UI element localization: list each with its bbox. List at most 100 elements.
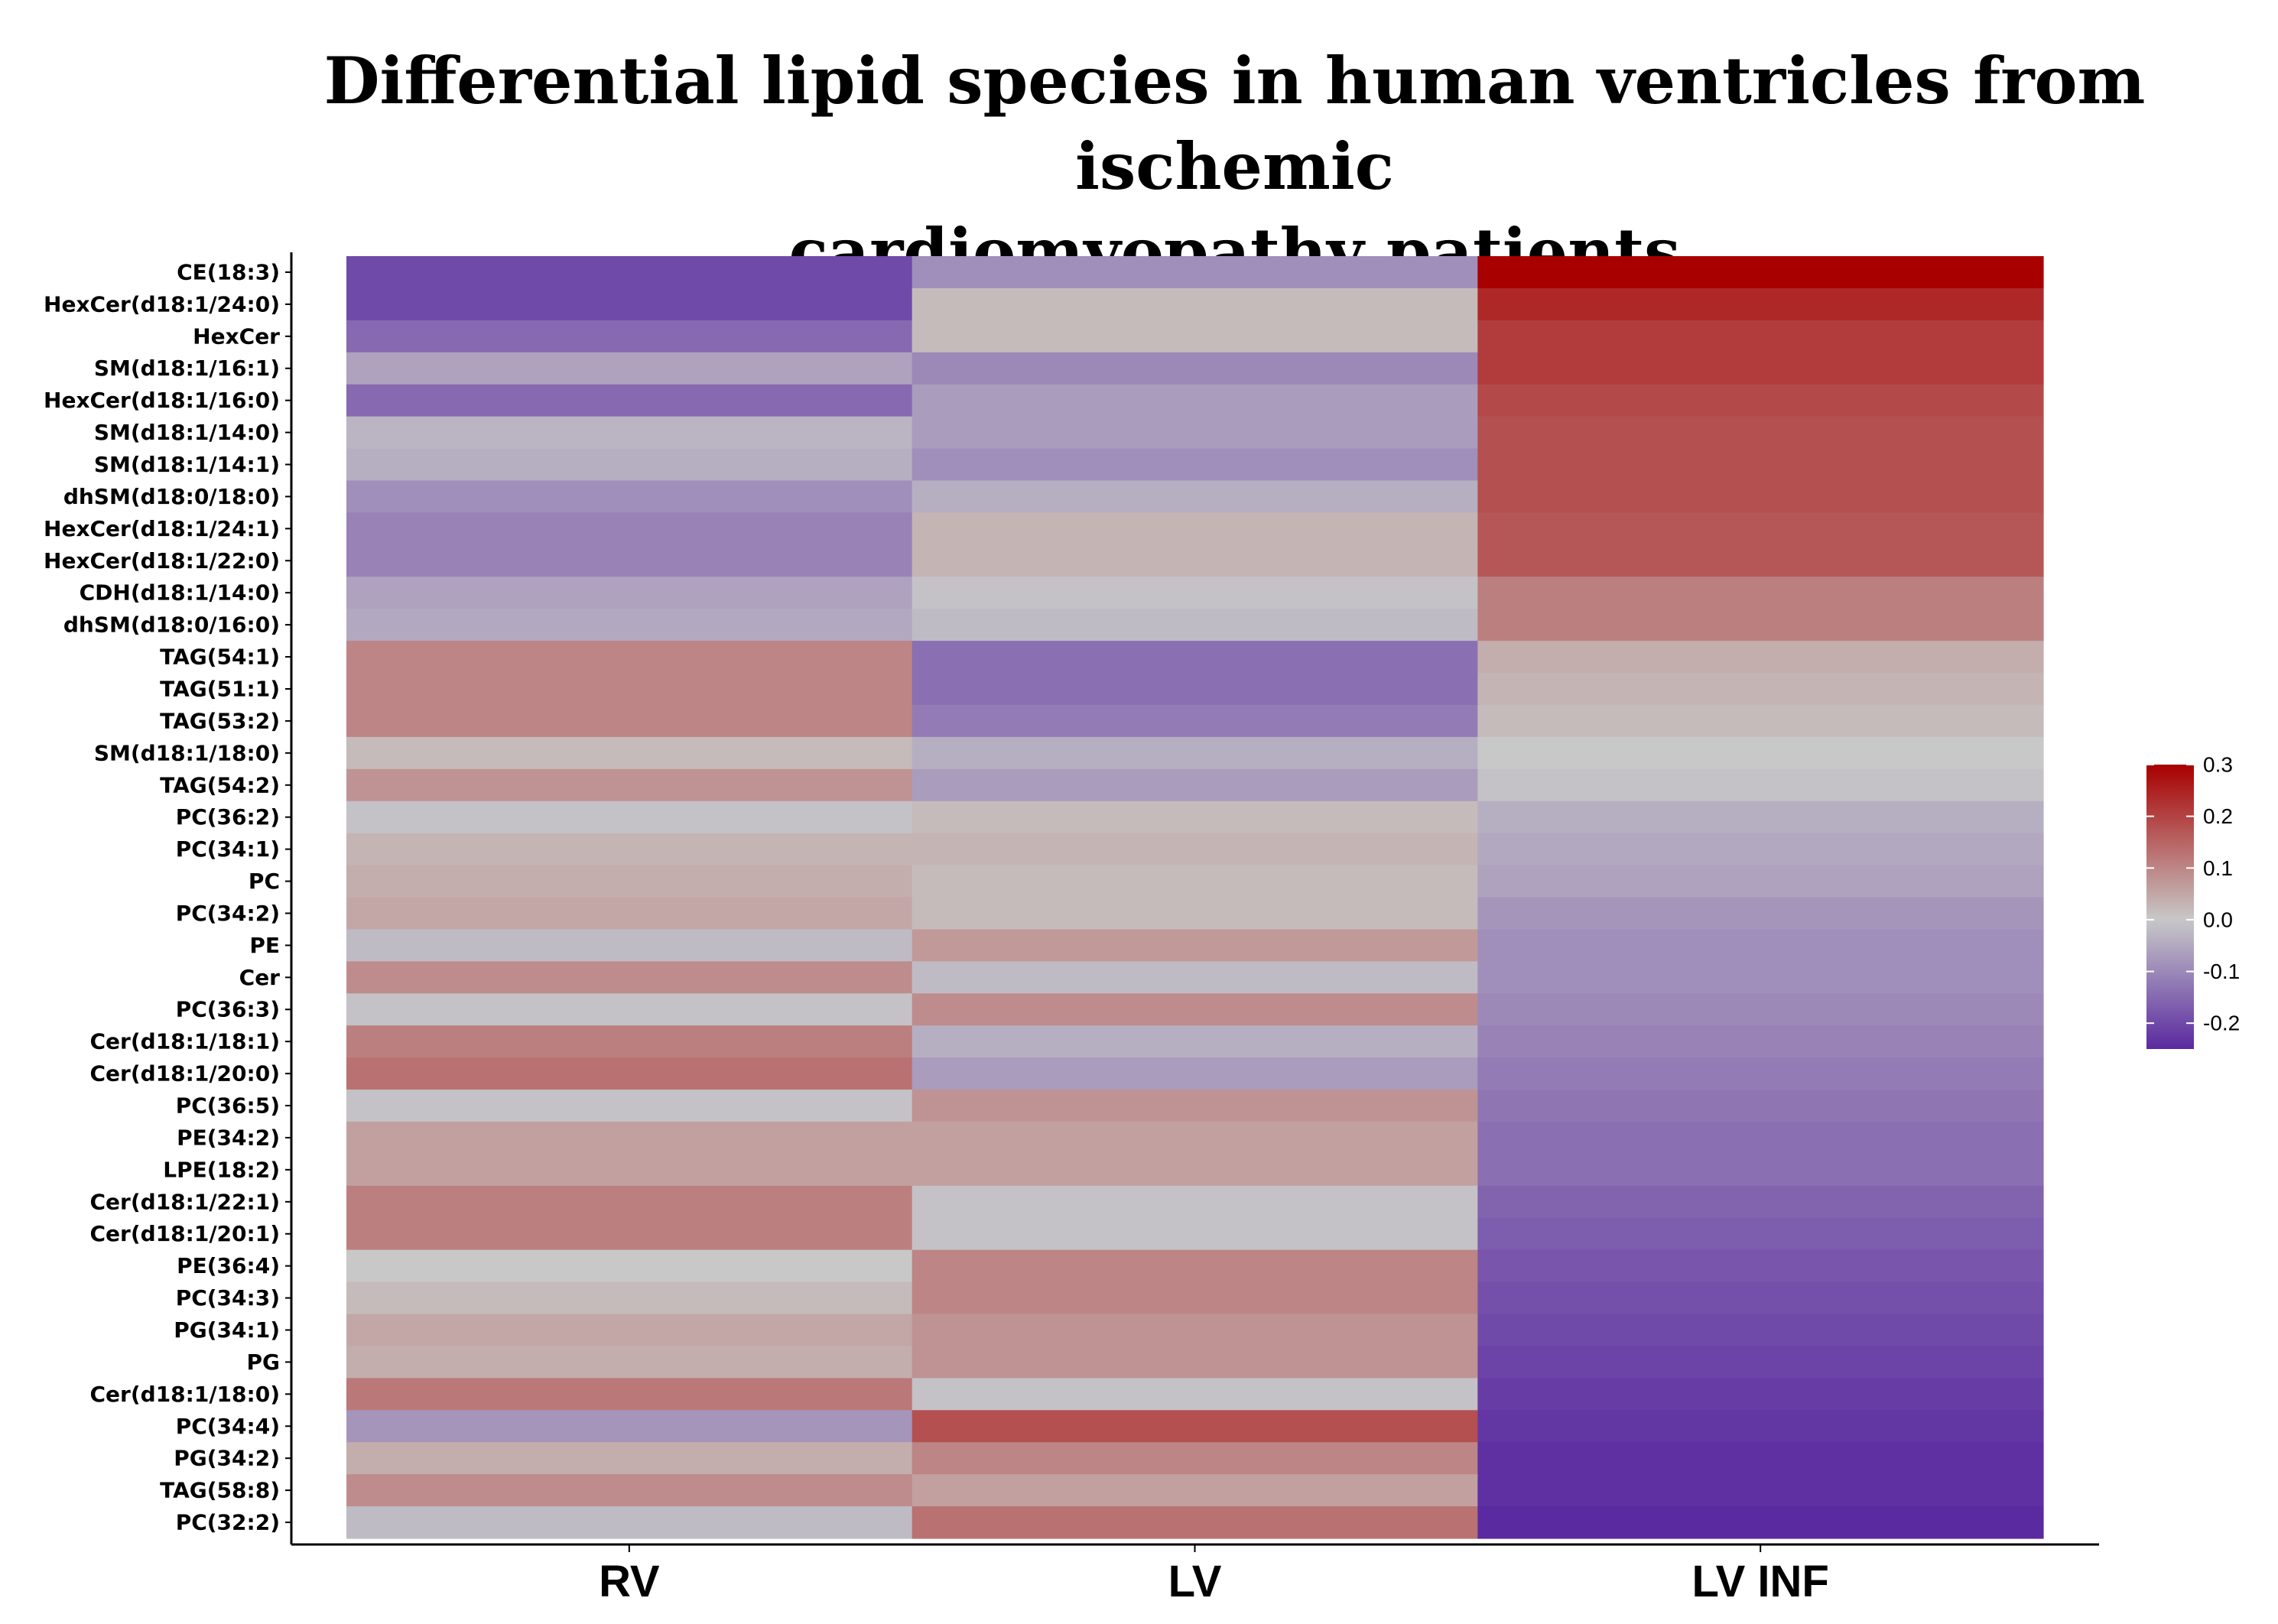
heatmap-cell bbox=[912, 641, 1478, 674]
row-label: PC(34:4) bbox=[176, 1414, 280, 1439]
heatmap-cell bbox=[912, 865, 1478, 898]
heatmap-cells bbox=[346, 256, 2044, 1539]
row-label: SM(d18:1/14:0) bbox=[94, 420, 280, 445]
heatmap-cell bbox=[346, 544, 913, 577]
heatmap-cell bbox=[1477, 929, 2044, 962]
heatmap-cell bbox=[346, 1314, 913, 1347]
heatmap-cell bbox=[1477, 320, 2044, 353]
heatmap-cell bbox=[1477, 480, 2044, 513]
heatmap-cell bbox=[346, 1442, 913, 1475]
heatmap-cell bbox=[346, 897, 913, 931]
row-label: TAG(51:1) bbox=[160, 676, 280, 701]
row-label: Cer(d18:1/20:0) bbox=[90, 1061, 281, 1086]
heatmap-cell bbox=[912, 1121, 1478, 1155]
heatmap-cell bbox=[1477, 736, 2044, 770]
chart-title-line-1: Differential lipid species in human vent… bbox=[323, 43, 2146, 204]
heatmap-cell bbox=[1477, 1057, 2044, 1090]
heatmap-cell bbox=[346, 1281, 913, 1315]
heatmap-cell bbox=[1477, 448, 2044, 482]
row-label: dhSM(d18:0/18:0) bbox=[63, 484, 280, 509]
row-label: PE(36:4) bbox=[177, 1253, 280, 1278]
heatmap-cell bbox=[1477, 1153, 2044, 1187]
heatmap-cell bbox=[1477, 287, 2044, 321]
heatmap-cell bbox=[346, 768, 913, 802]
heatmap-cell bbox=[1477, 1121, 2044, 1155]
heatmap-cell bbox=[912, 480, 1478, 513]
row-label: PC(36:2) bbox=[176, 804, 280, 830]
heatmap-cell bbox=[912, 736, 1478, 770]
heatmap-cell bbox=[346, 1378, 913, 1411]
heatmap-cell bbox=[912, 416, 1478, 450]
row-label: PC(34:3) bbox=[176, 1285, 280, 1311]
row-label: HexCer(d18:1/16:0) bbox=[44, 388, 280, 413]
row-label: HexCer(d18:1/22:0) bbox=[44, 548, 280, 573]
column-label: RV bbox=[599, 1557, 660, 1606]
heatmap-cell bbox=[346, 865, 913, 898]
heatmap-cell bbox=[912, 1474, 1478, 1507]
legend-tick-label: 0.1 bbox=[2203, 856, 2233, 880]
heatmap-cell bbox=[346, 1506, 913, 1539]
heatmap-cell bbox=[912, 768, 1478, 802]
heatmap-cell bbox=[1477, 577, 2044, 609]
heatmap-cell bbox=[346, 480, 913, 513]
heatmap-cell bbox=[346, 1121, 913, 1155]
heatmap-cell bbox=[1477, 961, 2044, 994]
row-label: PC(36:3) bbox=[176, 997, 280, 1022]
row-label: TAG(58:8) bbox=[160, 1478, 280, 1503]
heatmap-cell bbox=[1477, 865, 2044, 898]
heatmap-cell bbox=[912, 448, 1478, 482]
heatmap-cell bbox=[912, 897, 1478, 931]
heatmap-cell bbox=[1477, 673, 2044, 706]
chart-title: Differential lipid species in human vent… bbox=[0, 38, 2278, 295]
heatmap-cell bbox=[1477, 833, 2044, 866]
row-label: LPE(18:2) bbox=[163, 1157, 280, 1182]
heatmap-cell bbox=[1477, 1410, 2044, 1443]
heatmap-cell bbox=[1477, 1281, 2044, 1315]
heatmap-cell bbox=[346, 256, 913, 289]
row-label: PC(34:1) bbox=[176, 836, 280, 862]
row-label: dhSM(d18:0/16:0) bbox=[63, 612, 280, 638]
legend-colorbar bbox=[2146, 765, 2194, 1049]
row-label: TAG(54:1) bbox=[160, 645, 280, 670]
heatmap-cell bbox=[1477, 1474, 2044, 1507]
heatmap-cell bbox=[346, 801, 913, 834]
heatmap-cell bbox=[912, 1249, 1478, 1283]
heatmap-cell bbox=[1477, 897, 2044, 931]
row-label: Cer bbox=[239, 965, 281, 990]
heatmap-cell bbox=[1477, 256, 2044, 289]
row-label: PG(34:1) bbox=[174, 1317, 280, 1343]
row-label: HexCer(d18:1/24:0) bbox=[44, 291, 280, 317]
column-label: LV bbox=[1168, 1557, 1222, 1606]
row-label: PG bbox=[246, 1350, 280, 1375]
heatmap-cell bbox=[912, 1025, 1478, 1058]
row-label: PC(36:5) bbox=[176, 1093, 280, 1119]
heatmap-cell bbox=[912, 929, 1478, 962]
row-label: SM(d18:1/16:1) bbox=[94, 356, 280, 381]
heatmap-cell bbox=[912, 1217, 1478, 1251]
heatmap-cell bbox=[346, 641, 913, 674]
heatmap-cell bbox=[1477, 768, 2044, 802]
heatmap-cell bbox=[912, 544, 1478, 577]
row-label: PC bbox=[249, 869, 280, 894]
heatmap-cell bbox=[346, 673, 913, 706]
heatmap-cell bbox=[346, 1249, 913, 1283]
heatmap-cell bbox=[346, 512, 913, 545]
legend-tick-label: -0.1 bbox=[2203, 960, 2240, 983]
heatmap-cell bbox=[346, 287, 913, 321]
heatmap-cell bbox=[912, 801, 1478, 834]
heatmap-cell bbox=[912, 1410, 1478, 1443]
heatmap-cell bbox=[912, 1281, 1478, 1315]
legend-tick-label: -0.2 bbox=[2203, 1012, 2240, 1035]
row-label: CDH(d18:1/14:0) bbox=[80, 580, 280, 606]
heatmap-cell bbox=[1477, 801, 2044, 834]
heatmap-cell bbox=[1477, 1185, 2044, 1219]
heatmap-cell bbox=[346, 1217, 913, 1251]
heatmap-cell bbox=[346, 384, 913, 417]
heatmap-cell bbox=[1477, 352, 2044, 385]
row-label: Cer(d18:1/20:1) bbox=[90, 1221, 281, 1246]
heatmap-cell bbox=[912, 1346, 1478, 1379]
heatmap-cell bbox=[346, 1346, 913, 1379]
heatmap-cell bbox=[1477, 704, 2044, 738]
heatmap-cell bbox=[912, 1442, 1478, 1475]
